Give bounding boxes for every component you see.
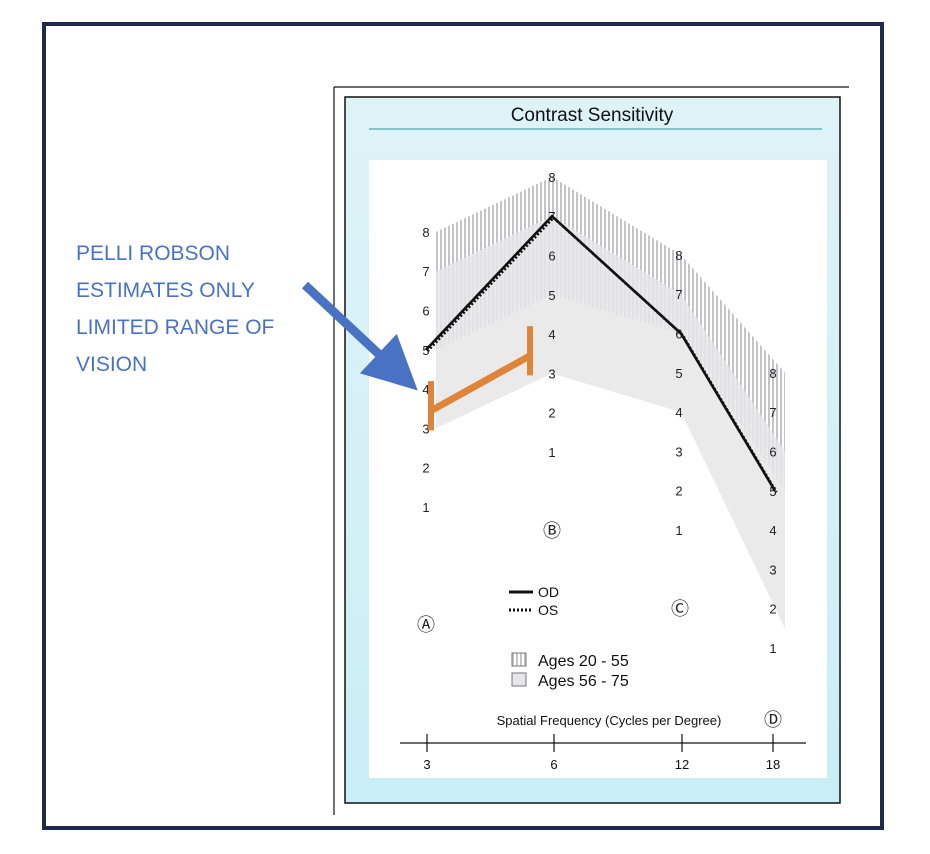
scale-label-col1-7: 7 bbox=[422, 264, 429, 279]
scale-label-col4-3: 3 bbox=[769, 562, 776, 577]
x-tick-label-18: 18 bbox=[766, 757, 780, 772]
scale-label-col1-2: 2 bbox=[422, 461, 429, 476]
legend-ages-56-75-swatch bbox=[511, 672, 527, 687]
scale-label-col4-8: 8 bbox=[769, 366, 776, 381]
legend-ages-56-75-label: Ages 56 - 75 bbox=[538, 673, 629, 690]
series-line-os bbox=[426, 215, 778, 493]
annotation-text: PELLI ROBSON ESTIMATES ONLY LIMITED RANG… bbox=[76, 235, 316, 383]
legend-ages-20-55-label: Ages 20 - 55 bbox=[538, 653, 629, 670]
x-axis-label: Spatial Frequency (Cycles per Degree) bbox=[497, 713, 722, 728]
annotation-line-3: LIMITED RANGE OF bbox=[76, 316, 275, 339]
outer-frame bbox=[42, 22, 884, 830]
scale-label-col3-4: 4 bbox=[675, 405, 682, 420]
column-letter-a: Ⓐ bbox=[417, 615, 435, 635]
x-tick-label-12: 12 bbox=[675, 757, 689, 772]
scale-label-col1-6: 6 bbox=[422, 304, 429, 319]
scale-label-col2-4: 4 bbox=[548, 327, 555, 342]
legend-od-label: OD bbox=[538, 584, 559, 600]
column-letter-b: Ⓑ bbox=[543, 521, 561, 541]
x-tick-label-3: 3 bbox=[423, 757, 430, 772]
scale-label-col1-5: 5 bbox=[422, 343, 429, 358]
scale-label-col3-1: 1 bbox=[675, 523, 682, 538]
scale-label-col3-3: 3 bbox=[675, 444, 682, 459]
scale-label-col4-2: 2 bbox=[769, 602, 776, 617]
annotation-line-4: VISION bbox=[76, 353, 148, 376]
chart-title: Contrast Sensitivity bbox=[511, 105, 674, 126]
scale-label-col3-7: 7 bbox=[675, 287, 682, 302]
scale-label-col2-1: 1 bbox=[548, 445, 555, 460]
scale-label-col4-6: 6 bbox=[769, 445, 776, 460]
x-tick-label-6: 6 bbox=[550, 757, 557, 772]
scale-label-col3-8: 8 bbox=[675, 248, 682, 263]
column-letter-c: Ⓒ bbox=[671, 599, 689, 619]
band-ages-56-75 bbox=[436, 216, 785, 629]
annotation-line-2: ESTIMATES ONLY bbox=[76, 279, 255, 302]
scale-label-col3-5: 5 bbox=[675, 366, 682, 381]
scale-label-col4-7: 7 bbox=[769, 405, 776, 420]
annotation-line-1: PELLI ROBSON bbox=[76, 242, 231, 265]
scale-label-col1-8: 8 bbox=[422, 225, 429, 240]
legend-ages-20-55-swatch bbox=[511, 652, 527, 667]
scale-label-col1-3: 3 bbox=[422, 421, 429, 436]
scale-label-col2-3: 3 bbox=[548, 366, 555, 381]
scale-label-col2-5: 5 bbox=[548, 288, 555, 303]
scale-label-col1-1: 1 bbox=[422, 500, 429, 515]
scale-label-col1-4: 4 bbox=[422, 382, 429, 397]
scale-label-col3-6: 6 bbox=[675, 327, 682, 342]
scale-label-col2-8: 8 bbox=[548, 170, 555, 185]
legend-os-label: OS bbox=[538, 602, 558, 618]
scale-label-col4-4: 4 bbox=[769, 523, 776, 538]
scale-label-col2-2: 2 bbox=[548, 406, 555, 421]
pelli-robson-connector bbox=[429, 352, 532, 414]
scale-label-col2-6: 6 bbox=[548, 249, 555, 264]
column-letter-d: Ⓓ bbox=[764, 710, 782, 730]
scale-label-col4-5: 5 bbox=[769, 484, 776, 499]
annotation-arrow bbox=[301, 281, 418, 391]
scale-label-col4-1: 1 bbox=[769, 641, 776, 656]
scale-label-col3-2: 2 bbox=[675, 484, 682, 499]
